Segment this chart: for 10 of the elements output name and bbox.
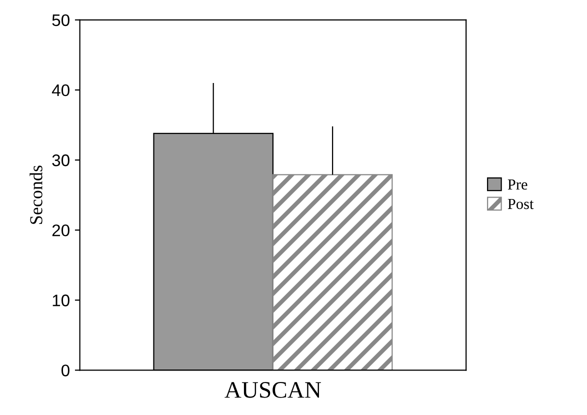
y-tick-label: 20 bbox=[52, 224, 70, 236]
y-tick-label: 40 bbox=[52, 84, 70, 96]
legend-label: Pre bbox=[508, 180, 528, 190]
y-axis-title: Seconds bbox=[30, 166, 42, 224]
y-tick-label: 10 bbox=[52, 294, 70, 306]
y-tick-label: 0 bbox=[61, 364, 70, 376]
x-tick-label: AUSCAN bbox=[224, 382, 321, 398]
y-tick-label: 50 bbox=[52, 14, 70, 26]
y-tick-label: 30 bbox=[52, 154, 70, 166]
legend-label: Post bbox=[508, 198, 534, 210]
